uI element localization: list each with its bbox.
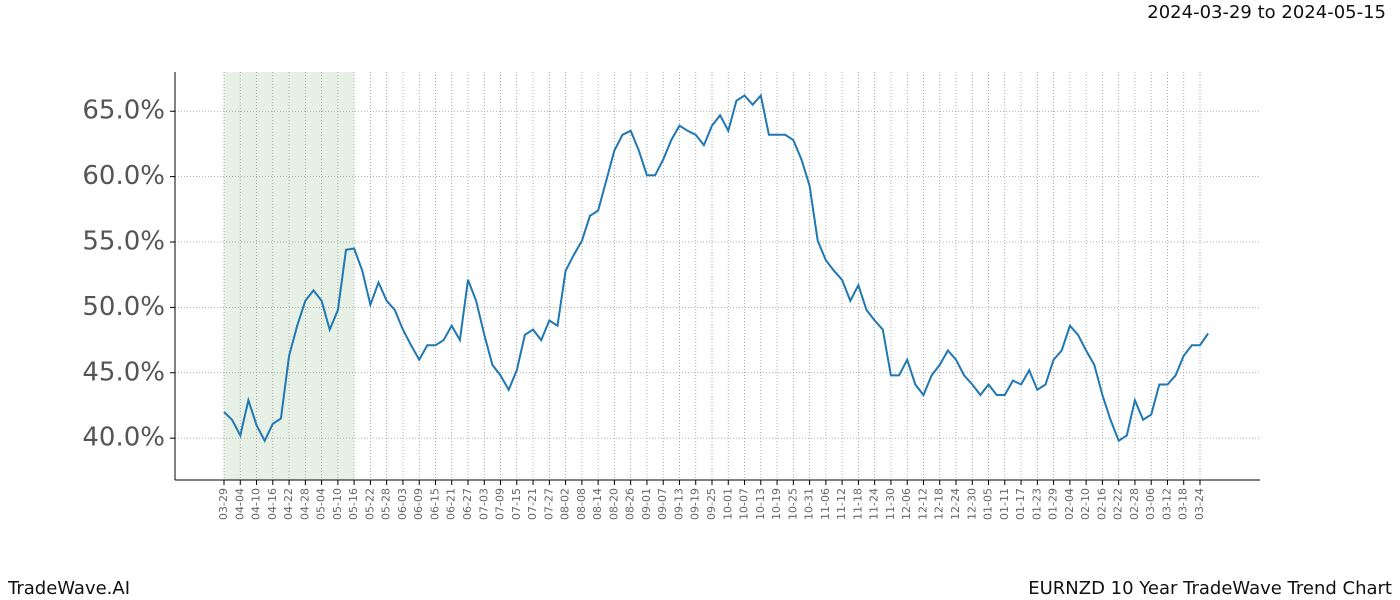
x-tick-label: 07-21 bbox=[526, 488, 539, 520]
x-tick-label: 01-11 bbox=[998, 488, 1011, 520]
x-tick-label: 06-09 bbox=[412, 488, 425, 520]
x-tick-label: 08-20 bbox=[607, 488, 620, 520]
x-tick-label: 03-12 bbox=[1160, 488, 1173, 520]
x-tick-label: 03-06 bbox=[1144, 488, 1157, 520]
y-tick-label: 40.0% bbox=[82, 423, 165, 453]
x-tick-label: 10-31 bbox=[803, 488, 816, 520]
y-tick-label: 60.0% bbox=[82, 161, 165, 191]
x-tick-label: 10-19 bbox=[770, 488, 783, 520]
brand: TradeWave.AI bbox=[7, 578, 130, 599]
x-tick-label: 09-19 bbox=[689, 488, 702, 520]
x-tick-label: 06-27 bbox=[461, 488, 474, 520]
x-tick-label: 02-04 bbox=[1063, 488, 1076, 520]
date-range: 2024-03-29 to 2024-05-15 bbox=[1147, 2, 1386, 23]
x-tick-label: 12-12 bbox=[916, 488, 929, 520]
chart-title: EURNZD 10 Year TradeWave Trend Chart bbox=[1028, 578, 1392, 599]
x-tick-label: 09-25 bbox=[705, 488, 718, 520]
x-tick-label: 11-18 bbox=[851, 488, 864, 520]
x-tick-label: 03-29 bbox=[217, 488, 230, 520]
x-tick-label: 08-08 bbox=[575, 488, 588, 520]
x-tick-label: 06-03 bbox=[396, 488, 409, 520]
x-tick-label: 07-03 bbox=[477, 488, 490, 520]
x-tick-label: 04-22 bbox=[282, 488, 295, 520]
y-tick-label: 50.0% bbox=[82, 292, 165, 322]
y-tick-label: 65.0% bbox=[82, 96, 165, 126]
x-tick-label: 07-15 bbox=[510, 488, 523, 520]
x-tick-label: 09-07 bbox=[656, 488, 669, 520]
x-tick-label: 10-01 bbox=[721, 488, 734, 520]
y-tick-label: 45.0% bbox=[82, 357, 165, 387]
x-tick-label: 09-01 bbox=[640, 488, 653, 520]
x-tick-label: 02-28 bbox=[1128, 488, 1141, 520]
x-tick-label: 04-28 bbox=[298, 488, 311, 520]
x-tick-label: 02-10 bbox=[1079, 488, 1092, 520]
x-tick-label: 05-10 bbox=[331, 488, 344, 520]
x-tick-label: 09-13 bbox=[672, 488, 685, 520]
x-tick-label: 01-17 bbox=[1014, 488, 1027, 520]
x-tick-label: 01-23 bbox=[1030, 488, 1043, 520]
x-tick-label: 06-21 bbox=[445, 488, 458, 520]
x-tick-label: 03-24 bbox=[1193, 488, 1206, 520]
x-tick-label: 08-26 bbox=[624, 488, 637, 520]
x-tick-label: 12-24 bbox=[949, 488, 962, 520]
x-tick-label: 04-04 bbox=[233, 488, 246, 520]
x-tick-label: 10-07 bbox=[738, 488, 751, 520]
x-tick-label: 08-14 bbox=[591, 488, 604, 520]
x-tick-label: 05-28 bbox=[380, 488, 393, 520]
x-tick-label: 05-04 bbox=[315, 488, 328, 520]
x-tick-label: 02-16 bbox=[1095, 488, 1108, 520]
trend-line bbox=[223, 93, 1209, 444]
x-tick-label: 03-18 bbox=[1177, 488, 1190, 520]
x-tick-label: 11-30 bbox=[884, 488, 897, 520]
x-tick-label: 07-09 bbox=[494, 488, 507, 520]
x-tick-label: 01-05 bbox=[982, 488, 995, 520]
x-tick-label: 04-16 bbox=[266, 488, 279, 520]
x-tick-label: 07-27 bbox=[542, 488, 555, 520]
x-tick-label: 05-16 bbox=[347, 488, 360, 520]
x-tick-label: 08-02 bbox=[559, 488, 572, 520]
x-tick-label: 12-18 bbox=[933, 488, 946, 520]
x-tick-label: 05-22 bbox=[363, 488, 376, 520]
x-tick-label: 11-24 bbox=[868, 488, 881, 520]
x-tick-label: 06-15 bbox=[428, 488, 441, 520]
x-tick-label: 01-29 bbox=[1047, 488, 1060, 520]
x-tick-label: 02-22 bbox=[1112, 488, 1125, 520]
x-tick-label: 10-13 bbox=[754, 488, 767, 520]
x-tick-label: 10-25 bbox=[786, 488, 799, 520]
x-tick-label: 11-06 bbox=[819, 488, 832, 520]
x-tick-label: 12-06 bbox=[900, 488, 913, 520]
x-tick-label: 04-10 bbox=[250, 488, 263, 520]
x-tick-label: 11-12 bbox=[835, 488, 848, 520]
x-tick-label: 12-30 bbox=[965, 488, 978, 520]
y-tick-label: 55.0% bbox=[82, 227, 165, 257]
